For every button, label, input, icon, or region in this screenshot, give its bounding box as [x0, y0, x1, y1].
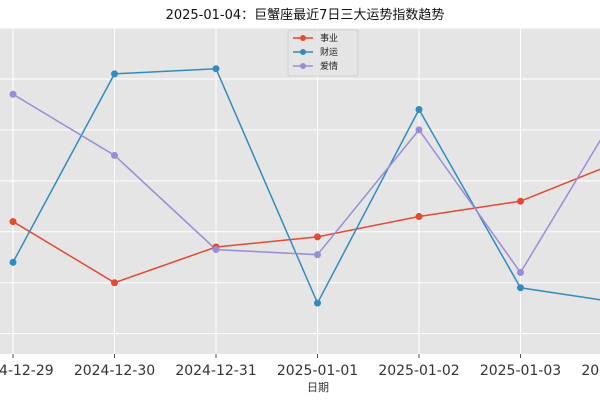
x-tick-label: 2024-12-30: [74, 363, 155, 379]
data-point: [415, 106, 423, 113]
x-tick-label: 2025-01-02: [378, 363, 459, 379]
chart-title: 2025-01-04：巨蟹座最近7日三大运势指数趋势: [166, 7, 445, 23]
data-point: [314, 251, 321, 259]
legend-marker: [300, 63, 306, 69]
data-point: [111, 151, 118, 159]
legend-label: 爱情: [320, 60, 338, 72]
series-points: [9, 65, 524, 307]
x-tick-label: 2024-12-31: [175, 363, 256, 379]
data-point: [415, 212, 423, 220]
x-tick-label: 2025-01-03: [480, 363, 561, 379]
x-tick-label: 2024-12-29: [0, 363, 54, 379]
data-point: [9, 90, 17, 98]
x-axis-title: 日期: [307, 381, 329, 394]
data-point: [517, 284, 524, 292]
data-point: [517, 197, 524, 205]
plot-area: [0, 28, 600, 354]
data-point: [111, 70, 118, 78]
legend-marker: [300, 35, 306, 41]
data-point: [111, 279, 118, 287]
data-point: [517, 269, 524, 276]
data-point: [9, 258, 17, 266]
data-point: [212, 65, 220, 73]
data-point: [314, 299, 321, 307]
x-tick-labels: 2024-12-29 2024-12-30 2024-12-31 2025-01-01…: [0, 363, 600, 379]
data-point: [415, 126, 423, 134]
legend-label: 事业: [320, 32, 338, 44]
data-point: [314, 233, 321, 241]
x-tick-label: 2025-01-04: [581, 363, 600, 379]
data-point: [9, 218, 17, 226]
data-point: [212, 246, 220, 254]
legend-marker: [300, 49, 306, 55]
x-tick-label: 2025-01-01: [277, 363, 358, 379]
legend-label: 财运: [320, 46, 338, 58]
y-gridlines: [0, 27, 600, 335]
